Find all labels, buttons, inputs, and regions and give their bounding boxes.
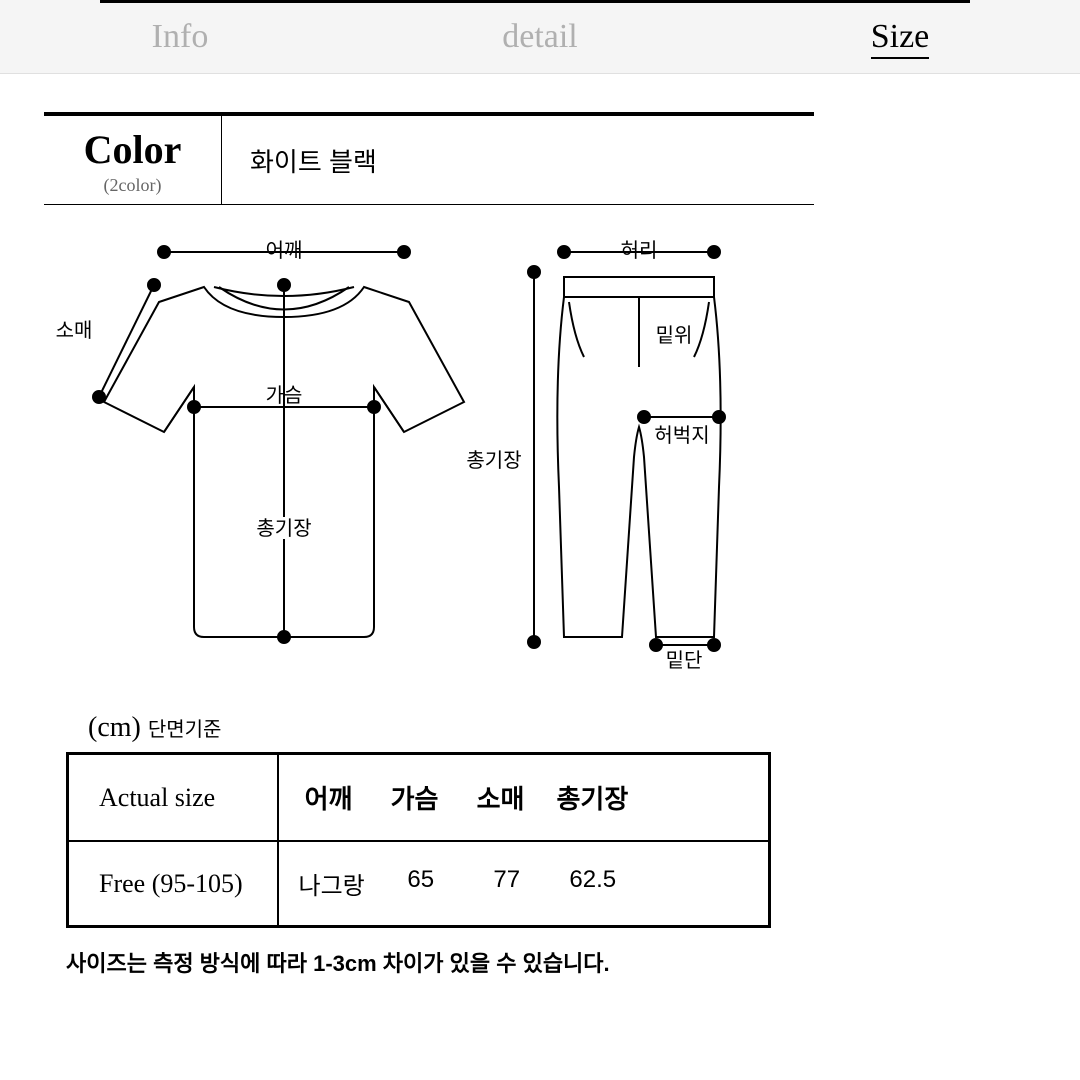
color-section: Color (2color) 화이트 블랙: [44, 112, 814, 205]
label-rise: 밑위: [656, 324, 693, 347]
label-shoulder: 어깨: [266, 239, 303, 262]
size-row-values: 나그랑 65 77 62.5: [278, 841, 770, 927]
label-shirt-length: 총기장: [256, 517, 311, 540]
color-values: 화이트 블랙: [222, 116, 814, 204]
tab-size[interactable]: Size: [720, 18, 1080, 56]
tab-bar: Info detail Size: [0, 0, 1080, 74]
content-area: Color (2color) 화이트 블랙: [0, 74, 1080, 978]
size-diagram: 어깨 소매 가슴 총기장: [44, 227, 764, 692]
table-row: Free (95-105) 나그랑 65 77 62.5: [68, 841, 770, 927]
label-pants-length: 총기장: [466, 449, 521, 472]
size-table-header-label: Actual size: [68, 754, 278, 842]
size-row-label: Free (95-105): [68, 841, 278, 927]
label-hem: 밑단: [666, 649, 703, 672]
color-title: Color: [44, 126, 221, 173]
label-waist: 허리: [621, 239, 658, 262]
color-heading-cell: Color (2color): [44, 116, 222, 204]
measurement-note: 사이즈는 측정 방식에 따라 1-3cm 차이가 있을 수 있습니다.: [66, 946, 1036, 978]
size-table: Actual size 어깨 가슴 소매 총기장 Free (95-105) 나…: [66, 752, 771, 928]
label-chest: 가슴: [266, 384, 303, 407]
size-table-columns: 어깨 가슴 소매 총기장: [278, 754, 770, 842]
label-sleeve: 소매: [56, 319, 93, 342]
color-count: (2color): [44, 175, 221, 196]
table-row: Actual size 어깨 가슴 소매 총기장: [68, 754, 770, 842]
tab-info[interactable]: Info: [0, 18, 360, 56]
header-divider: [100, 0, 970, 3]
tab-detail[interactable]: detail: [360, 18, 720, 56]
label-thigh: 허벅지: [654, 424, 709, 447]
unit-label: (cm) 단면기준: [88, 712, 1036, 744]
